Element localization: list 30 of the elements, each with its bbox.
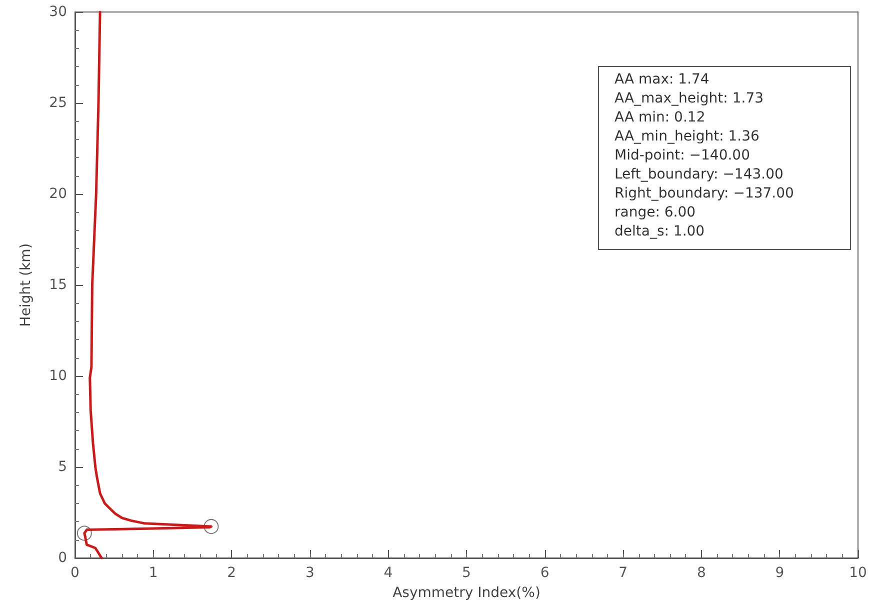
- annotation: Left_boundary: −143.00: [614, 166, 784, 182]
- annotation: AA min: 0.12: [614, 110, 706, 126]
- y-tick-label: 30: [49, 4, 67, 20]
- x-tick-label: 0: [70, 565, 80, 581]
- annotation: AA_min_height: 1.36: [614, 128, 760, 144]
- x-tick-label: 3: [305, 565, 314, 581]
- y-tick-label: 0: [58, 550, 67, 566]
- x-tick-label: 7: [618, 565, 628, 581]
- x-tick-label: 2: [227, 565, 236, 581]
- annotation: range: 6.00: [614, 204, 696, 220]
- x-tick-label: 1: [148, 565, 158, 581]
- y-tick-label: 10: [49, 368, 67, 384]
- line-series: [83, 10, 212, 560]
- annotation: delta_s: 1.00: [614, 224, 705, 240]
- annotation: Right_boundary: −137.00: [614, 186, 794, 202]
- x-tick-label: 10: [849, 565, 867, 581]
- x-tick-label: 6: [540, 565, 550, 581]
- y-tick-label: 20: [49, 186, 67, 202]
- y-tick-label: 5: [58, 459, 67, 475]
- annotation: AA max: 1.74: [614, 72, 710, 88]
- x-tick-label: 4: [384, 565, 393, 581]
- annotation: Mid-point: −140.00: [614, 148, 750, 164]
- annotation: AA_max_height: 1.73: [614, 90, 764, 106]
- x-tick-label: 9: [775, 565, 784, 581]
- x-axis-title: Asymmetry Index(%): [392, 585, 540, 601]
- x-tick-label: 5: [462, 565, 471, 581]
- y-tick-label: 25: [49, 95, 67, 111]
- y-tick-label: 15: [49, 277, 67, 293]
- x-tick-label: 8: [696, 565, 706, 581]
- y-axis-title: Height (km): [18, 243, 34, 327]
